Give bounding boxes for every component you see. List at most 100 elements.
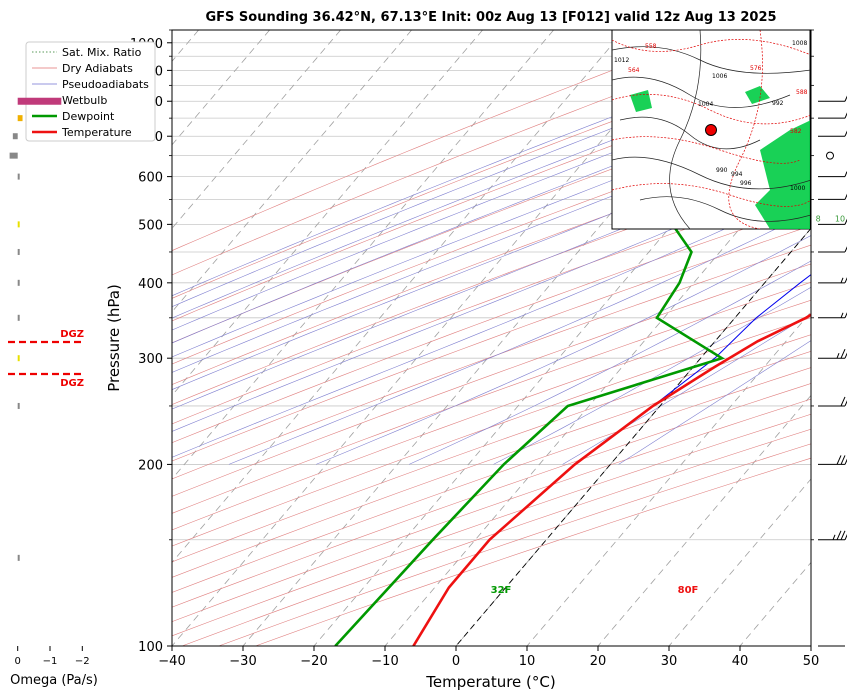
dewpoint-line <box>334 183 811 646</box>
omega-bar <box>17 173 20 180</box>
legend-temperature: Temperature <box>61 126 132 139</box>
inset-terrain-east <box>755 120 810 229</box>
freezing-isotherm <box>455 227 811 646</box>
pseudoadiabat-line <box>228 211 811 465</box>
omega-bar <box>17 279 20 286</box>
inset-label-1000: 1000 <box>790 185 805 192</box>
sounding-location-marker <box>705 124 717 136</box>
wind-barb <box>818 312 847 319</box>
dry-adiabat-line <box>172 383 811 608</box>
dgz-label-top: DGZ <box>60 329 84 340</box>
wind-barb <box>818 455 847 465</box>
wind-barb <box>818 530 847 541</box>
dry-adiabat-line <box>172 96 811 344</box>
inset-map: 1008 1006 1004 992 990 994 996 1000 1012… <box>611 29 811 230</box>
isotherm-line <box>172 30 341 229</box>
x-tick-label: −40 <box>158 654 185 669</box>
omega-bar <box>12 133 18 140</box>
pseudoadiabat-line <box>172 74 811 331</box>
isobar-contour <box>612 76 791 108</box>
inset-label-1006: 1006 <box>712 73 727 80</box>
wind-barb <box>818 246 847 253</box>
inset-terrain-northeast <box>745 86 770 104</box>
omega-bar <box>17 115 23 122</box>
x-axis-label: Temperature (°C) <box>425 673 555 690</box>
wind-barb <box>818 218 847 225</box>
legend-pseudoadiabats: Pseudoadiabats <box>62 78 149 91</box>
wind-barb <box>818 277 847 284</box>
inset-label-1012: 1012 <box>614 57 629 64</box>
inset-contours <box>612 30 810 229</box>
omega-tick-label: 0 <box>15 656 21 667</box>
pseudoadiabat-line <box>315 235 811 465</box>
x-tick-label: −30 <box>229 654 256 669</box>
inset-label-558: 558 <box>645 43 657 50</box>
temperature-line <box>412 313 811 646</box>
height-contour <box>612 39 810 55</box>
omega-bar <box>17 97 62 105</box>
isotherm-line <box>668 478 811 646</box>
omega-bar <box>17 314 20 321</box>
isotherm-line <box>172 30 696 646</box>
wind-barb <box>818 396 847 407</box>
x-tick-label: −20 <box>300 654 327 669</box>
pseudoadiabat-line <box>172 188 811 458</box>
y-axis-label: Pressure (hPa) <box>105 284 123 392</box>
wind-barb <box>818 95 847 102</box>
pseudoadiabat-line <box>172 167 811 432</box>
dry-adiabat-line <box>172 281 811 514</box>
x-axis: −40 −30 −20 −10 0 10 20 30 40 50 <box>158 646 819 669</box>
inset-label-588: 588 <box>796 89 808 96</box>
dry-adiabat-line <box>172 72 811 322</box>
isotherm-line <box>172 30 483 397</box>
omega-bar <box>9 152 18 159</box>
height-contour <box>728 30 763 229</box>
surface-temperature-label: 80F <box>678 585 699 596</box>
legend-wetbulb: Wetbulb <box>62 94 107 107</box>
omega-bar <box>17 221 20 228</box>
omega-axis-label: Omega (Pa/s) <box>10 673 98 688</box>
x-tick-label: 20 <box>590 654 607 669</box>
omega-tick-label: −1 <box>43 656 58 667</box>
dry-adiabat-line <box>172 244 811 480</box>
isobar-contour <box>639 196 810 222</box>
chart-title: GFS Sounding 36.42°N, 67.13°E Init: 00z … <box>205 10 776 25</box>
isotherm-line <box>384 144 811 646</box>
isotherm-line <box>526 311 811 646</box>
surface-dewpoint-label: 32F <box>491 585 512 596</box>
omega-bar <box>17 248 20 255</box>
inset-label-582: 582 <box>790 128 802 135</box>
profiles <box>334 183 811 646</box>
isobar-contour <box>612 156 810 190</box>
wind-barb <box>818 112 847 119</box>
x-tick-label: −10 <box>371 654 398 669</box>
inset-label-992: 992 <box>772 100 784 107</box>
inset-label-1004: 1004 <box>698 101 713 108</box>
wind-barb <box>818 171 847 178</box>
dgz-label-bottom: DGZ <box>60 378 84 389</box>
dry-adiabat-line <box>172 299 811 531</box>
y-tick-label: 600 <box>138 171 163 186</box>
x-tick-label: 10 <box>519 654 536 669</box>
x-tick-label: 50 <box>803 654 820 669</box>
inset-label-996: 996 <box>740 180 752 187</box>
pseudoadiabat-line <box>493 286 811 465</box>
x-tick-label: 30 <box>661 654 678 669</box>
dry-adiabat-line <box>172 367 811 593</box>
inset-label-564: 564 <box>628 67 640 74</box>
mixing-ratio-label: 10 <box>835 214 845 223</box>
plot-frame <box>171 29 812 647</box>
y-tick-label: 300 <box>138 352 163 367</box>
legend-dewpoint: Dewpoint <box>62 110 115 123</box>
mixing-ratio-line <box>840 30 847 224</box>
dry-adiabat-line <box>172 350 811 578</box>
inset-label-1008: 1008 <box>792 40 807 47</box>
omega-bar <box>17 355 20 362</box>
inset-label-990: 990 <box>716 167 728 174</box>
wind-barb <box>818 348 847 359</box>
y-tick-label: 200 <box>138 458 163 473</box>
isotherm-line <box>172 30 270 146</box>
wind-barbs <box>818 95 847 647</box>
dry-adiabat-line <box>172 205 811 444</box>
